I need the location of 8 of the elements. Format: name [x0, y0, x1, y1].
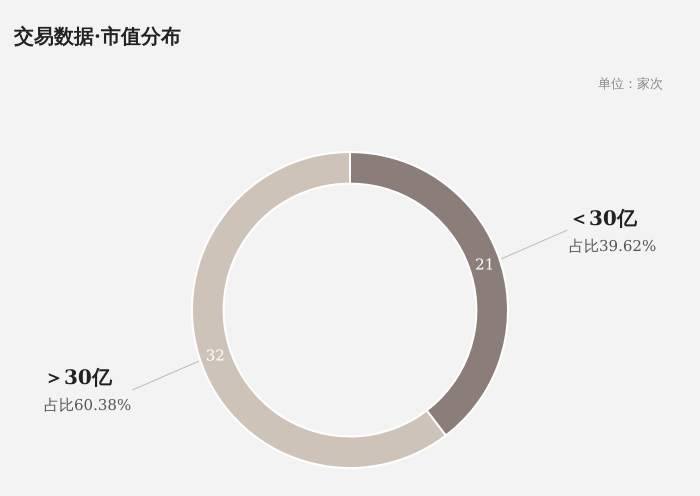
text: 单位：家次 [598, 76, 663, 92]
slice-label: ＞30亿 [44, 365, 113, 389]
chart-title: 交易数据·市值分布 [13, 24, 181, 48]
text: 占比60.38% [44, 396, 132, 414]
text: 占比39.62% [569, 237, 656, 255]
data-label: 21 [475, 255, 494, 274]
data-label: 32 [206, 346, 225, 365]
slice-label: ＜30亿 [569, 206, 638, 230]
